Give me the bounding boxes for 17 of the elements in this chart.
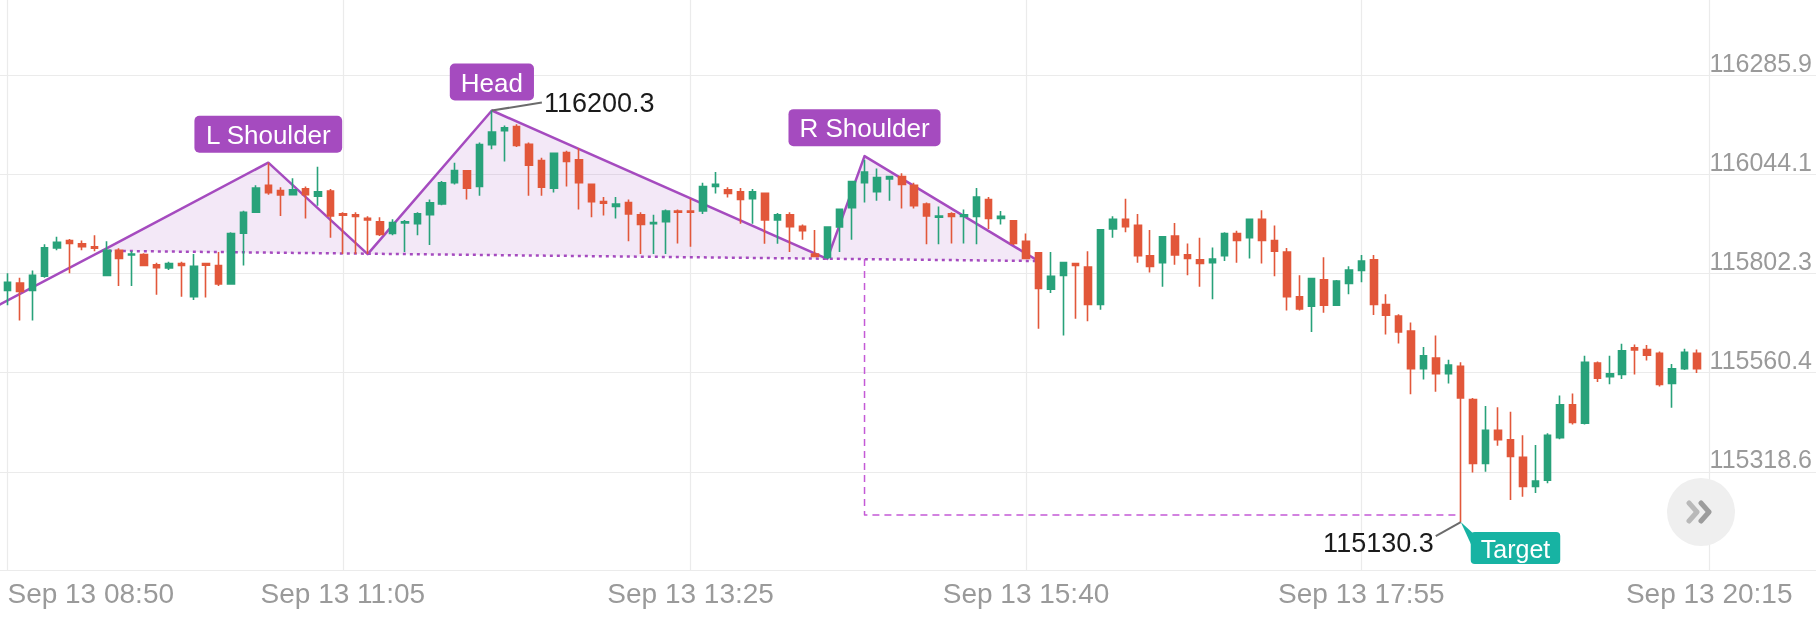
x-tick-label: Sep 13 15:40 [942,577,1110,609]
annotation: L Shoulder [205,119,332,150]
annotation: 116200.3 [543,87,655,118]
annotation: Head [460,67,523,98]
x-tick-label: Sep 13 11:05 [260,577,426,609]
x-tick-label: Sep 13 20:15 [1625,577,1793,609]
y-tick-label: 116285.9 [1709,48,1812,77]
x-tick-label: Sep 13 13:25 [607,577,774,609]
y-tick-label: 115802.3 [1709,247,1812,276]
annotation: R Shoulder [799,113,930,144]
y-tick-label: 115560.4 [1709,346,1813,375]
annotation: Target [1480,534,1551,563]
annotation: 115130.3 [1323,528,1434,559]
x-tick-label: Sep 13 17:55 [1278,577,1445,609]
y-tick-label: 115318.6 [1709,445,1812,474]
y-tick-label: 116044.1 [1709,148,1812,177]
x-tick-label: Sep 13 08:50 [7,577,175,609]
